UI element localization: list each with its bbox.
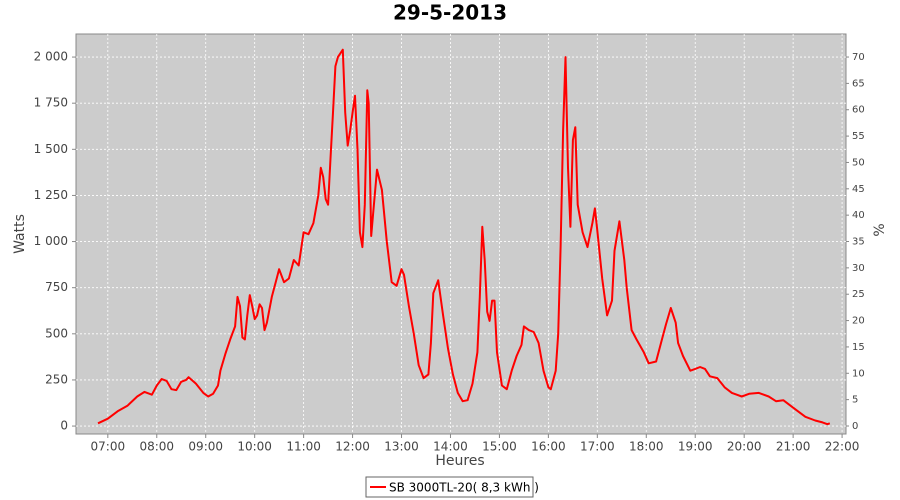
x-tick-label: 18:00	[629, 440, 664, 454]
chart-title: 29-5-2013	[393, 1, 507, 25]
y2-tick-label: 65	[852, 78, 865, 89]
y-axis-label: Watts	[12, 214, 28, 254]
x-tick-label: 10:00	[237, 440, 272, 454]
x-tick-label: 15:00	[482, 440, 517, 454]
x-tick-label: 22:00	[825, 440, 860, 454]
legend-box	[365, 476, 534, 498]
x-tick-label: 16:00	[531, 440, 566, 454]
x-tick-label: 11:00	[286, 440, 321, 454]
y2-tick-label: 55	[852, 131, 865, 142]
x-tick-label: 21:00	[776, 440, 811, 454]
legend-label: SB 3000TL-20( 8,3 kWh )	[389, 481, 539, 495]
x-tick-label: 20:00	[727, 440, 762, 454]
x-tick-label: 19:00	[678, 440, 713, 454]
x-tick-label: 07:00	[91, 440, 126, 454]
y2-tick-label: 50	[852, 157, 865, 168]
y-tick-label: 1 500	[34, 142, 68, 156]
x-axis-label: Heures	[435, 453, 484, 469]
x-tick-label: 17:00	[580, 440, 615, 454]
y-tick-label: 500	[45, 326, 68, 340]
y2-tick-label: 45	[852, 184, 865, 195]
y2-tick-label: 25	[852, 289, 865, 300]
y-tick-label: 750	[45, 280, 68, 294]
plot-area	[75, 33, 847, 435]
y-tick-label: 2 000	[34, 50, 68, 64]
x-tick-label: 08:00	[139, 440, 174, 454]
y-tick-label: 250	[45, 372, 68, 386]
x-tick-label: 12:00	[335, 440, 370, 454]
y-tick-label: 0	[60, 419, 68, 433]
y-tick-label: 1 000	[34, 234, 68, 248]
y2-tick-label: 15	[852, 342, 865, 353]
x-tick-label: 13:00	[384, 440, 419, 454]
y-tick-label: 1 250	[34, 188, 68, 202]
y2-tick-label: 30	[852, 263, 865, 274]
x-tick-label: 14:00	[433, 440, 468, 454]
y-tick-label: 1 750	[34, 96, 68, 110]
y2-tick-label: 40	[852, 210, 865, 221]
y2-tick-label: 70	[852, 52, 865, 63]
y2-tick-label: 5	[852, 395, 858, 406]
y2-axis-label: %	[872, 223, 888, 236]
y2-tick-label: 0	[852, 421, 858, 432]
y2-tick-label: 20	[852, 316, 865, 327]
y2-tick-label: 35	[852, 237, 865, 248]
x-tick-label: 09:00	[188, 440, 223, 454]
y2-tick-label: 10	[852, 368, 865, 379]
line-series	[97, 48, 831, 426]
y2-tick-label: 60	[852, 105, 865, 116]
